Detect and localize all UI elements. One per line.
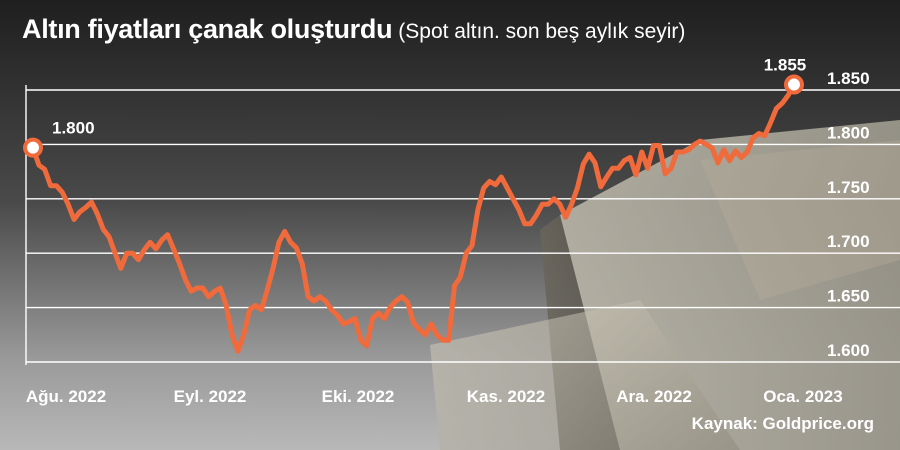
y-tick-label: 1.750	[827, 178, 870, 197]
y-tick-label: 1.850	[827, 69, 870, 88]
x-tick-label: Ağu. 2022	[26, 387, 106, 406]
data-label: 1.800	[52, 119, 95, 138]
title-text: Altın fiyatları çanak oluşturdu	[22, 14, 393, 44]
source-credit: Kaynak: Goldprice.org	[691, 414, 874, 433]
subtitle-text: (Spot altın. son beş aylık seyir)	[398, 20, 686, 43]
start-marker	[23, 137, 43, 158]
y-tick-label: 1.800	[827, 123, 870, 142]
y-tick-label: 1.700	[827, 232, 870, 251]
y-tick-label: 1.650	[827, 287, 870, 306]
end-marker	[784, 74, 804, 95]
x-axis-tick-labels: Ağu. 2022 Eyl. 2022 Eki. 2022 Kas. 2022 Ara.…	[26, 387, 843, 406]
x-tick-label: Eki. 2022	[322, 387, 395, 406]
chart-title: Altın fiyatları çanak oluşturdu (Spot alt…	[22, 14, 685, 45]
x-tick-label: Eyl. 2022	[174, 387, 247, 406]
value-annotations: 1.800 1.855	[52, 56, 806, 138]
grid-lines	[25, 85, 900, 365]
endpoint-markers	[23, 74, 804, 158]
x-tick-label: Ara. 2022	[616, 387, 692, 406]
x-tick-label: Kas. 2022	[467, 387, 545, 406]
x-tick-label: Oca. 2023	[763, 387, 842, 406]
data-label: 1.855	[764, 56, 807, 75]
y-tick-label: 1.600	[827, 341, 870, 360]
y-axis-tick-labels: 1.600 1.650 1.700 1.750 1.800 1.850	[827, 69, 870, 360]
gold-price-line	[30, 82, 797, 354]
